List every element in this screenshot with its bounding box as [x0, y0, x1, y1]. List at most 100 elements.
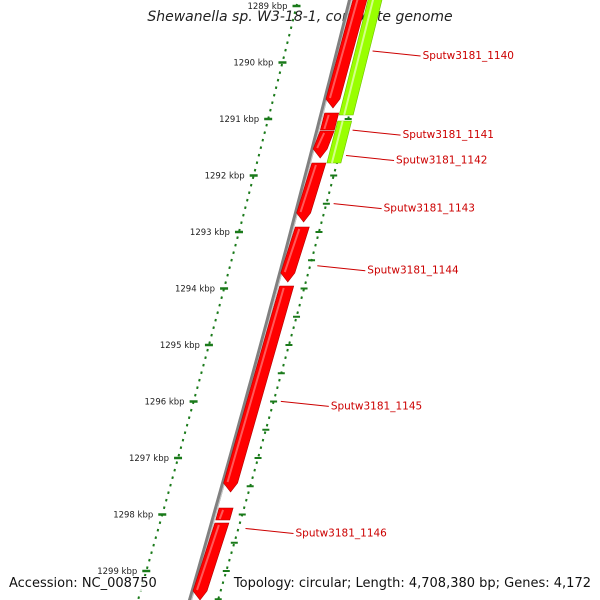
inner-scale-dot [259, 146, 263, 150]
outer-scale-dot [230, 551, 233, 555]
inner-scale-dot [196, 386, 199, 390]
outer-scale-dot [284, 356, 287, 360]
outer-scale-dot [267, 416, 271, 420]
inner-scale-dot [230, 258, 233, 262]
inner-scale-dot [253, 168, 257, 172]
inner-scale-dot [269, 108, 272, 112]
gene-leader-line [245, 527, 294, 534]
gene-leader-line [333, 203, 382, 210]
outer-scale-dot [322, 213, 325, 217]
inner-scale-dot [280, 63, 284, 67]
inner-scale-dot [200, 371, 203, 375]
highlight-gene-1 [338, 0, 383, 116]
outer-scale-dot [290, 333, 293, 337]
outer-scale-dot [331, 176, 335, 180]
gene-arrow-3 [312, 130, 335, 159]
inner-scale-dot [286, 41, 289, 45]
outer-scale-dot [265, 423, 269, 427]
inner-scale-dot [218, 303, 221, 307]
scale-tick-label: 1292 kbp [205, 172, 245, 182]
inner-scale-dot [288, 33, 291, 37]
inner-scale-dot [177, 453, 181, 457]
inner-scale-dot [249, 183, 253, 187]
inner-scale-dot [282, 56, 285, 60]
accession-text: Accession: NC_008750 [9, 576, 157, 591]
inner-scale-dot [263, 131, 266, 135]
scale-tick-label: 1291 kbp [219, 115, 259, 125]
scale-tick-label: 1294 kbp [175, 285, 215, 295]
outer-scale-dot [282, 363, 285, 367]
inner-scale-dot [224, 281, 227, 285]
inner-scale-dot [183, 431, 187, 435]
outer-scale-dot [247, 491, 250, 495]
outer-scale-dot [251, 476, 254, 480]
gene-shine-7 [218, 509, 225, 520]
outer-scale-dot [253, 468, 256, 472]
inner-scale-dot [198, 378, 201, 382]
outer-scale-dot [238, 521, 242, 525]
inner-scale-dot [171, 476, 174, 480]
inner-scale-dot [162, 506, 166, 510]
inner-scale-dot [289, 26, 293, 30]
topology-text: Topology: circular; Length: 4,708,380 bp… [233, 576, 591, 591]
outer-scale-dot [276, 386, 279, 390]
inner-scale-dot [179, 446, 183, 450]
inner-scale-dot [204, 356, 207, 360]
outer-scale-dot [324, 206, 327, 210]
gene-arrow-4 [296, 162, 327, 223]
inner-scale-dot [247, 191, 251, 195]
scale-tick-label: 1296 kbp [145, 398, 185, 408]
inner-scale-dot [185, 423, 189, 427]
gene-label-1: Sputw3181_1140 [423, 50, 514, 62]
gene-leader-line [280, 400, 329, 407]
inner-scale-dot [158, 521, 162, 525]
outer-scale-dot [292, 326, 295, 330]
gene-shine-6 [226, 287, 285, 483]
scale-tick-label: 1290 kbp [233, 59, 273, 69]
gene-leader-line [352, 129, 401, 136]
gene-leader-line [346, 155, 395, 162]
gene-label-2: Sputw3181_1141 [403, 129, 494, 141]
gene-arrow-7 [215, 507, 234, 521]
outer-scale-dot [255, 461, 259, 465]
outer-scale-dot [306, 273, 309, 277]
outer-scale-dot [236, 528, 240, 532]
inner-scale-dot [291, 18, 295, 22]
outer-scale-dot [327, 191, 331, 195]
outer-scale-dot [326, 198, 329, 202]
inner-scale-dot [145, 566, 149, 570]
inner-scale-dot [175, 461, 179, 465]
inner-scale-dot [187, 416, 191, 420]
inner-scale-dot [278, 71, 282, 75]
inner-scale-dot [156, 528, 160, 532]
highlight-gene-2-shine [330, 120, 344, 164]
outer-scale-dot [329, 183, 333, 187]
gene-arrow-1 [325, 0, 368, 109]
inner-scale-dot [284, 48, 287, 52]
outer-scale-dot [300, 296, 303, 300]
inner-scale-dot [208, 341, 211, 345]
inner-scale-dot [214, 318, 217, 322]
outer-scale-dot [304, 281, 307, 285]
inner-scale-dot [148, 558, 151, 562]
inner-scale-dot [272, 93, 276, 97]
outer-scale-dot [298, 303, 301, 307]
inner-scale-dot [226, 273, 229, 277]
outer-scale-dot [234, 536, 238, 540]
inner-scale-dot [165, 498, 168, 502]
gene-leader-line [317, 265, 366, 272]
inner-scale-dot [244, 206, 247, 210]
gene-label-7: Sputw3181_1146 [295, 527, 387, 539]
outer-scale-dot [242, 506, 246, 510]
inner-scale-dot [154, 536, 158, 540]
gene-shine-8 [196, 524, 220, 591]
gene-label-5: Sputw3181_1144 [367, 265, 459, 277]
outer-scale-dot [320, 221, 323, 225]
inner-scale-dot [271, 101, 274, 105]
inner-scale-dot [251, 176, 255, 180]
scale-tick-label: 1295 kbp [160, 341, 200, 351]
outer-scale-dot [261, 438, 265, 442]
outer-scale-dot [259, 446, 263, 450]
inner-scale-dot [240, 221, 243, 225]
